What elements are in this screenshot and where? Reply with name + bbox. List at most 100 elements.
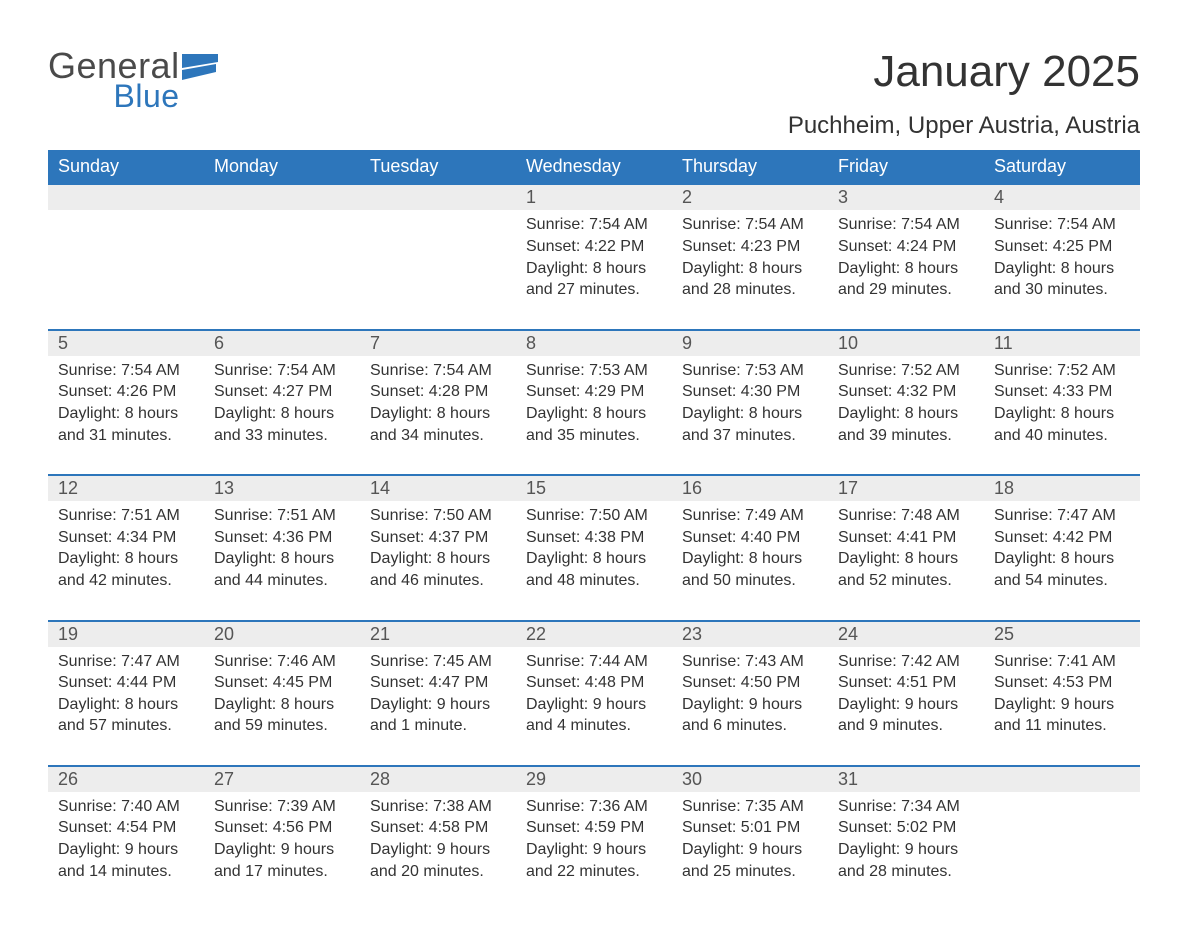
day-detail-cell [984,792,1140,892]
week-detail-row: Sunrise: 7:54 AMSunset: 4:22 PMDaylight:… [48,210,1140,329]
day-number-cell: 6 [204,330,360,356]
sunset-line: Sunset: 4:30 PM [682,381,818,403]
daylight-line: Daylight: 8 hours and 31 minutes. [58,403,194,446]
sunset-line: Sunset: 4:32 PM [838,381,974,403]
day-number-cell: 11 [984,330,1140,356]
day-detail-cell: Sunrise: 7:53 AMSunset: 4:30 PMDaylight:… [672,356,828,475]
sunset-line: Sunset: 4:41 PM [838,527,974,549]
day-number: 9 [682,333,692,353]
sunset-line: Sunset: 4:23 PM [682,236,818,258]
day-detail-cell: Sunrise: 7:52 AMSunset: 4:33 PMDaylight:… [984,356,1140,475]
daylight-line: Daylight: 8 hours and 46 minutes. [370,548,506,591]
day-number: 17 [838,478,858,498]
day-number: 24 [838,624,858,644]
sunrise-line: Sunrise: 7:54 AM [370,360,506,382]
day-detail-cell: Sunrise: 7:54 AMSunset: 4:27 PMDaylight:… [204,356,360,475]
day-detail-cell: Sunrise: 7:38 AMSunset: 4:58 PMDaylight:… [360,792,516,892]
day-number: 10 [838,333,858,353]
day-detail-cell: Sunrise: 7:48 AMSunset: 4:41 PMDaylight:… [828,501,984,620]
sunset-line: Sunset: 4:54 PM [58,817,194,839]
day-detail-cell: Sunrise: 7:43 AMSunset: 4:50 PMDaylight:… [672,647,828,766]
sunrise-line: Sunrise: 7:54 AM [682,214,818,236]
sunrise-line: Sunrise: 7:52 AM [838,360,974,382]
day-detail-cell: Sunrise: 7:49 AMSunset: 4:40 PMDaylight:… [672,501,828,620]
day-number-cell: 14 [360,475,516,501]
daylight-line: Daylight: 8 hours and 35 minutes. [526,403,662,446]
day-number-cell: 17 [828,475,984,501]
weekday-header: Tuesday [360,150,516,184]
day-number-cell: 9 [672,330,828,356]
sunrise-line: Sunrise: 7:51 AM [214,505,350,527]
sunset-line: Sunset: 4:42 PM [994,527,1130,549]
day-number: 15 [526,478,546,498]
day-number-cell [204,184,360,210]
sunset-line: Sunset: 4:29 PM [526,381,662,403]
sunrise-line: Sunrise: 7:48 AM [838,505,974,527]
day-number: 1 [526,187,536,207]
day-number-cell [984,766,1140,792]
sunset-line: Sunset: 4:51 PM [838,672,974,694]
day-detail-cell: Sunrise: 7:51 AMSunset: 4:34 PMDaylight:… [48,501,204,620]
daylight-line: Daylight: 8 hours and 34 minutes. [370,403,506,446]
sunrise-line: Sunrise: 7:41 AM [994,651,1130,673]
day-number-cell: 2 [672,184,828,210]
day-number-cell: 23 [672,621,828,647]
day-number: 5 [58,333,68,353]
day-number-cell: 8 [516,330,672,356]
sunrise-line: Sunrise: 7:34 AM [838,796,974,818]
sunset-line: Sunset: 4:38 PM [526,527,662,549]
day-number: 22 [526,624,546,644]
sunrise-line: Sunrise: 7:54 AM [838,214,974,236]
sunset-line: Sunset: 4:24 PM [838,236,974,258]
day-number-cell: 21 [360,621,516,647]
weekday-header: Saturday [984,150,1140,184]
day-number-cell: 25 [984,621,1140,647]
calendar-page: General Blue January 2025 Puchheim, Uppe… [0,0,1188,932]
daylight-line: Daylight: 9 hours and 28 minutes. [838,839,974,882]
sunset-line: Sunset: 4:25 PM [994,236,1130,258]
weekday-header: Sunday [48,150,204,184]
sunset-line: Sunset: 4:58 PM [370,817,506,839]
day-number-cell: 13 [204,475,360,501]
day-number: 7 [370,333,380,353]
day-number-cell: 30 [672,766,828,792]
sunrise-line: Sunrise: 7:54 AM [58,360,194,382]
day-number-cell: 20 [204,621,360,647]
week-daynum-row: 19 20 21 22 23 24 25 [48,621,1140,647]
sunrise-line: Sunrise: 7:39 AM [214,796,350,818]
day-number: 16 [682,478,702,498]
weekday-header: Friday [828,150,984,184]
day-detail-cell: Sunrise: 7:54 AMSunset: 4:24 PMDaylight:… [828,210,984,329]
sunrise-line: Sunrise: 7:42 AM [838,651,974,673]
day-number: 30 [682,769,702,789]
sunset-line: Sunset: 4:50 PM [682,672,818,694]
day-number: 12 [58,478,78,498]
sunrise-line: Sunrise: 7:36 AM [526,796,662,818]
day-number: 11 [994,333,1013,353]
week-daynum-row: 1234 [48,184,1140,210]
day-detail-cell: Sunrise: 7:42 AMSunset: 4:51 PMDaylight:… [828,647,984,766]
day-number: 25 [994,624,1014,644]
sunrise-line: Sunrise: 7:54 AM [526,214,662,236]
day-number-cell: 19 [48,621,204,647]
day-detail-cell: Sunrise: 7:35 AMSunset: 5:01 PMDaylight:… [672,792,828,892]
day-number: 20 [214,624,234,644]
day-number: 28 [370,769,390,789]
week-detail-row: Sunrise: 7:54 AMSunset: 4:26 PMDaylight:… [48,356,1140,475]
sunrise-line: Sunrise: 7:52 AM [994,360,1130,382]
sunset-line: Sunset: 4:36 PM [214,527,350,549]
day-detail-cell: Sunrise: 7:40 AMSunset: 4:54 PMDaylight:… [48,792,204,892]
sunrise-line: Sunrise: 7:49 AM [682,505,818,527]
sunset-line: Sunset: 4:26 PM [58,381,194,403]
daylight-line: Daylight: 9 hours and 14 minutes. [58,839,194,882]
logo-text: General Blue [48,48,180,112]
sunrise-line: Sunrise: 7:50 AM [370,505,506,527]
daylight-line: Daylight: 8 hours and 40 minutes. [994,403,1130,446]
day-detail-cell [204,210,360,329]
day-number: 18 [994,478,1014,498]
weekday-header: Wednesday [516,150,672,184]
day-detail-cell: Sunrise: 7:54 AMSunset: 4:26 PMDaylight:… [48,356,204,475]
day-number: 29 [526,769,546,789]
sunset-line: Sunset: 4:40 PM [682,527,818,549]
sunrise-line: Sunrise: 7:51 AM [58,505,194,527]
